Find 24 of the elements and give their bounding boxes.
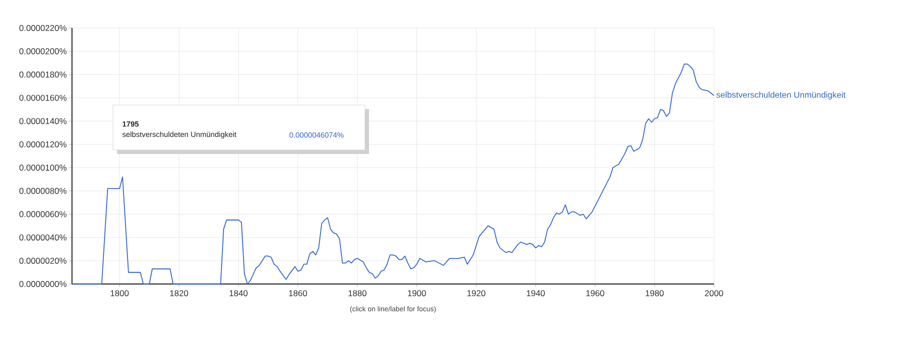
y-tick-label: 0.0000120%: [19, 141, 66, 148]
x-tick-label: 1960: [586, 290, 604, 296]
y-tick-label: 0.0000060%: [19, 211, 66, 218]
y-tick-label: 0.0000020%: [19, 258, 66, 264]
x-tick-label: 1860: [289, 290, 308, 296]
x-tick-label: 1920: [467, 290, 486, 296]
x-tick-label: 2000: [704, 290, 724, 296]
x-tick-label: 1880: [348, 290, 366, 296]
y-tick-label: 0.0000220%: [19, 25, 66, 32]
y-tick-label: 0.0000160%: [19, 94, 66, 101]
x-tick-label: 1940: [526, 290, 545, 296]
y-tick-label: 0.0000200%: [19, 48, 66, 54]
y-tick-label: 0.0000140%: [19, 118, 66, 124]
x-tick-label: 1900: [408, 290, 426, 296]
y-tick-label: 0.0000180%: [19, 72, 66, 78]
y-tick-label: 0.0000000%: [19, 281, 66, 288]
y-tick-label: 0.0000040%: [19, 234, 66, 240]
x-tick-label: 1840: [230, 290, 248, 296]
y-tick-label: 0.0000080%: [19, 188, 66, 194]
x-tick-label: 1800: [110, 290, 129, 296]
x-tick-label: 1980: [646, 290, 664, 296]
series-label: selbstverschuldeten Unmündigkeit: [716, 92, 846, 100]
x-tick-label: 1820: [170, 290, 188, 296]
y-tick-label: 0.0000100%: [19, 164, 66, 171]
